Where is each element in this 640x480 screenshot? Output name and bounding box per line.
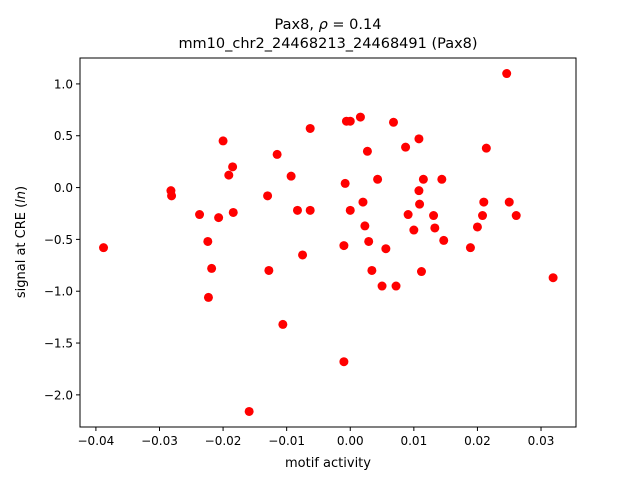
x-tick-label: 0.01 (400, 434, 427, 448)
x-tick-label: −0.03 (141, 434, 178, 448)
data-point (548, 273, 558, 283)
data-point (345, 205, 355, 215)
data-point (377, 281, 387, 291)
data-point (416, 267, 426, 277)
chart-title-line-1: Pax8, ρ = 0.14 (275, 17, 382, 33)
y-tick-label: −0.5 (44, 233, 73, 247)
data-point (437, 174, 447, 184)
data-point (391, 281, 401, 291)
ylabel-ln: ln (14, 191, 29, 203)
data-point (292, 205, 302, 215)
data-point (479, 197, 489, 207)
data-point (429, 211, 439, 221)
data-point (373, 174, 383, 184)
chart-title: Pax8, ρ = 0.14 mm10_chr2_24468213_244684… (178, 17, 477, 52)
y-tick-label: −1.0 (44, 285, 73, 299)
data-point (228, 207, 238, 217)
data-point (481, 143, 491, 153)
chart-title-line-2: mm10_chr2_24468213_24468491 (Pax8) (178, 36, 477, 52)
data-point (203, 292, 213, 302)
data-point (360, 221, 370, 231)
data-point (511, 211, 521, 221)
data-point (340, 178, 350, 188)
data-point (339, 241, 349, 251)
data-point (472, 222, 482, 232)
data-point (388, 117, 398, 127)
data-point (214, 213, 224, 223)
ylabel-close: ) (14, 186, 29, 191)
data-point (504, 197, 514, 207)
data-point (218, 136, 228, 146)
title-rho-symbol: ρ (319, 17, 329, 33)
data-point (355, 112, 365, 122)
data-point (167, 191, 177, 201)
data-point (430, 223, 440, 233)
data-point (224, 170, 234, 180)
data-point (367, 265, 377, 275)
title-text: Pax8, (275, 17, 319, 33)
data-point (272, 149, 282, 159)
data-points (99, 69, 558, 416)
data-point (195, 210, 205, 220)
data-point (203, 236, 213, 246)
data-point (364, 236, 374, 246)
y-tick-label: −2.0 (44, 388, 73, 402)
x-axis-label: motif activity (285, 456, 371, 471)
data-point (263, 191, 273, 201)
data-point (278, 319, 288, 329)
plot-frame (79, 57, 577, 428)
data-point (409, 225, 419, 235)
y-tick-label: 1.0 (54, 77, 73, 91)
data-point (414, 186, 424, 196)
y-tick-label: −1.5 (44, 337, 73, 351)
data-point (228, 162, 238, 172)
x-tick-label: −0.02 (205, 434, 242, 448)
title-rho-value: = 0.14 (328, 17, 382, 33)
y-tick-label: 0.0 (54, 181, 73, 195)
data-point (345, 116, 355, 126)
data-point (403, 210, 413, 220)
y-axis-ticks: −2.0 −1.5 −1.0 −0.5 0.0 0.5 1.0 (44, 77, 80, 402)
data-point (414, 134, 424, 144)
data-point (264, 265, 274, 275)
data-point (439, 235, 449, 245)
data-point (418, 174, 428, 184)
x-axis-ticks: −0.04 −0.03 −0.02 −0.01 0.00 0.01 0.02 0.03 (78, 427, 555, 448)
data-point (207, 263, 217, 273)
x-tick-label: −0.04 (78, 434, 115, 448)
data-point (99, 243, 109, 253)
x-tick-label: 0.02 (464, 434, 491, 448)
x-tick-label: −0.01 (268, 434, 305, 448)
x-tick-label: 0.03 (528, 434, 555, 448)
data-point (358, 197, 368, 207)
data-point (465, 243, 475, 253)
y-tick-label: 0.5 (54, 129, 73, 143)
data-point (381, 244, 391, 254)
data-point (415, 199, 425, 209)
data-point (305, 205, 315, 215)
y-axis-label: signal at CRE (ln) (14, 186, 29, 298)
data-point (244, 406, 254, 416)
data-point (298, 250, 308, 260)
data-point (305, 123, 315, 133)
data-point (502, 69, 512, 79)
data-point (401, 142, 411, 152)
data-point (286, 171, 296, 181)
data-point (339, 357, 349, 367)
x-tick-label: 0.00 (337, 434, 364, 448)
ylabel-text: signal at CRE ( (14, 203, 29, 298)
data-point (362, 146, 372, 156)
data-point (478, 211, 488, 221)
